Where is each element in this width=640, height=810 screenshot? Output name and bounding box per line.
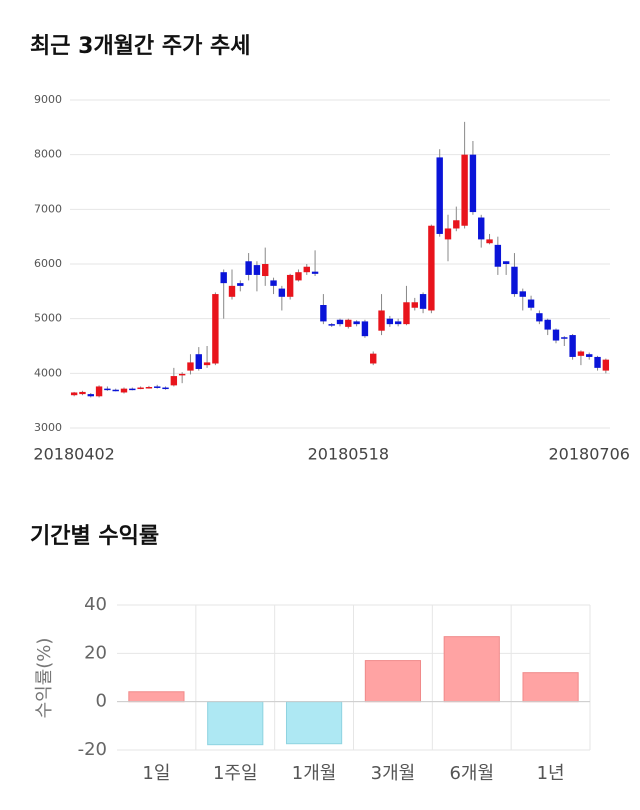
candle-body — [386, 318, 394, 325]
x-tick-label: 6개월 — [449, 763, 494, 784]
x-tick-label: 1년 — [537, 763, 565, 784]
candle-body — [320, 305, 327, 322]
candle-body — [519, 291, 526, 297]
candle-body — [70, 392, 78, 396]
chart-title: 최근 3개월간 주가 추세 — [30, 34, 250, 59]
y-tick-label: -20 — [78, 739, 107, 760]
x-tick-label: 20180518 — [308, 445, 389, 464]
candle-body — [502, 261, 510, 264]
candle-body — [561, 337, 568, 339]
candle-body — [245, 261, 252, 275]
x-tick-label: 3개월 — [371, 763, 416, 784]
y-tick-label: 5000 — [34, 312, 62, 325]
chart-title: 기간별 수익률 — [30, 524, 159, 549]
candle-body — [577, 351, 585, 356]
candle-body — [453, 220, 460, 229]
candle-body — [378, 310, 385, 331]
candle-body — [311, 271, 319, 274]
x-tick-label: 20180402 — [33, 445, 114, 464]
candle-body — [95, 386, 103, 397]
candle-body — [345, 319, 352, 327]
candle-body — [137, 387, 144, 390]
candle-body — [303, 266, 310, 273]
candle-body — [353, 321, 360, 325]
y-axis-label: 수익률(%) — [34, 638, 55, 719]
y-tick-label: 0 — [96, 691, 107, 712]
y-tick-label: 4000 — [34, 366, 62, 379]
candle-body — [212, 294, 219, 364]
candle-body — [154, 386, 161, 388]
candle-body — [203, 362, 211, 366]
candle-body — [361, 321, 369, 337]
x-tick-label: 1개월 — [292, 763, 337, 784]
x-tick-label: 20180706 — [549, 445, 630, 464]
candle-body — [586, 354, 593, 357]
candle-body — [469, 154, 477, 213]
candle-body — [552, 329, 560, 341]
bar — [207, 701, 264, 746]
candle-body — [444, 228, 452, 240]
candle-body — [112, 389, 119, 392]
candle-body — [79, 391, 86, 395]
candle-body — [104, 388, 111, 391]
candle-body — [328, 324, 335, 326]
candle-body — [162, 387, 169, 390]
candle-body — [486, 239, 493, 244]
candle-body — [178, 373, 186, 376]
candle-body — [170, 376, 178, 386]
candle-body — [87, 394, 94, 397]
candle-body — [336, 319, 344, 325]
candle-body — [461, 154, 468, 226]
x-tick-label: 1일 — [142, 763, 170, 784]
candle-body — [145, 387, 153, 389]
candle-body — [187, 362, 194, 371]
y-tick-label: 8000 — [34, 148, 62, 161]
candle-body — [428, 225, 435, 311]
candle-body — [478, 217, 485, 240]
candle-body — [494, 244, 502, 267]
candle-body — [237, 283, 244, 286]
bar — [128, 691, 185, 703]
y-tick-label: 6000 — [34, 257, 62, 270]
candle-body — [270, 280, 277, 286]
bar — [285, 701, 343, 745]
candle-body — [527, 299, 535, 308]
candle-body — [220, 272, 227, 284]
candle-body — [536, 313, 543, 322]
y-tick-label: 3000 — [34, 421, 62, 434]
y-tick-label: 9000 — [34, 93, 62, 106]
candle-body — [602, 359, 610, 371]
candle-body — [278, 288, 286, 297]
candle-body — [120, 388, 128, 393]
candle-body — [394, 321, 402, 325]
candle-body — [403, 302, 410, 325]
candle-body — [286, 274, 294, 297]
bar — [443, 636, 500, 703]
y-tick-label: 20 — [84, 642, 107, 663]
bar — [364, 660, 422, 703]
candle-body — [195, 354, 202, 369]
candle-body — [295, 272, 302, 281]
candle-body — [262, 264, 269, 277]
candle-body — [436, 157, 443, 234]
candle-body — [594, 356, 601, 368]
x-tick-label: 1주일 — [213, 763, 258, 784]
candle-body — [129, 388, 136, 391]
y-tick-label: 7000 — [34, 202, 62, 215]
candle-body — [544, 319, 551, 330]
candle-body — [411, 302, 418, 308]
candle-body — [419, 294, 427, 309]
candle-body — [228, 285, 236, 297]
candle-body — [569, 335, 576, 357]
candle-body — [253, 265, 261, 275]
candle-body — [511, 266, 518, 295]
bar — [522, 672, 579, 703]
candle-body — [370, 353, 377, 364]
y-tick-label: 40 — [84, 594, 107, 615]
